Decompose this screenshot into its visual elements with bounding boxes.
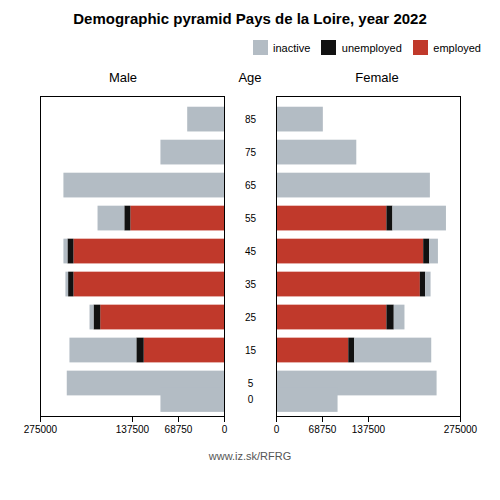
svg-text:0: 0 <box>274 423 280 434</box>
svg-text:5: 5 <box>248 377 254 388</box>
svg-text:15: 15 <box>245 344 257 355</box>
svg-text:0: 0 <box>248 394 254 405</box>
svg-text:55: 55 <box>245 212 257 223</box>
html-text:Male: Male <box>108 69 138 85</box>
html-text:www.iz.sk/RFRG: www.iz.sk/RFRG <box>208 449 292 462</box>
html-text:Demographic pyramid Pays de la: Demographic pyramid Pays de la Loire, ye… <box>73 10 427 27</box>
svg-text:68750: 68750 <box>165 423 193 434</box>
svg-text:65: 65 <box>245 179 257 190</box>
svg-text:45: 45 <box>245 245 257 256</box>
html-text:inactive: inactive <box>273 41 311 54</box>
html-text:unemployed: unemployed <box>341 41 402 54</box>
svg-text:85: 85 <box>245 113 257 124</box>
svg-text:25: 25 <box>245 311 257 322</box>
svg-text:137500: 137500 <box>352 423 386 434</box>
svg-text:68750: 68750 <box>309 423 337 434</box>
svg-text:75: 75 <box>245 146 257 157</box>
svg-text:137500: 137500 <box>116 423 150 434</box>
svg-text:35: 35 <box>245 278 257 289</box>
html-text:employed: employed <box>433 41 481 54</box>
html-text:Age: Age <box>238 69 262 85</box>
svg-text:0: 0 <box>222 423 228 434</box>
html-text:Female: Female <box>355 69 399 85</box>
svg-text:275000: 275000 <box>444 423 478 434</box>
svg-text:275000: 275000 <box>24 423 58 434</box>
